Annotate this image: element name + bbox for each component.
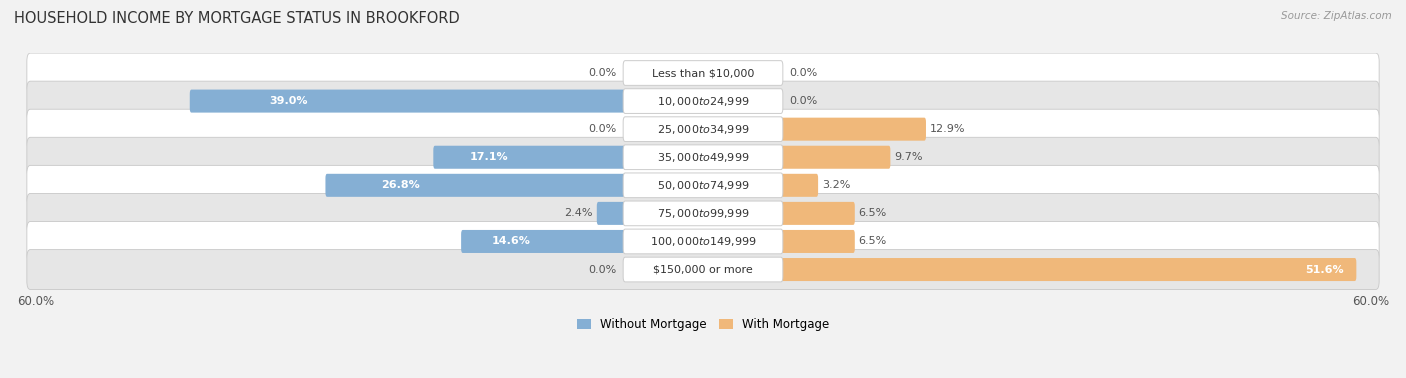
Text: 0.0%: 0.0% bbox=[790, 96, 818, 106]
FancyBboxPatch shape bbox=[779, 258, 1357, 281]
Text: HOUSEHOLD INCOME BY MORTGAGE STATUS IN BROOKFORD: HOUSEHOLD INCOME BY MORTGAGE STATUS IN B… bbox=[14, 11, 460, 26]
Text: $10,000 to $24,999: $10,000 to $24,999 bbox=[657, 94, 749, 108]
Text: 0.0%: 0.0% bbox=[588, 124, 616, 134]
FancyBboxPatch shape bbox=[461, 230, 627, 253]
FancyBboxPatch shape bbox=[596, 202, 627, 225]
Legend: Without Mortgage, With Mortgage: Without Mortgage, With Mortgage bbox=[572, 313, 834, 336]
Text: 6.5%: 6.5% bbox=[859, 208, 887, 218]
FancyBboxPatch shape bbox=[779, 118, 927, 141]
Text: 9.7%: 9.7% bbox=[894, 152, 922, 162]
Text: 6.5%: 6.5% bbox=[859, 237, 887, 246]
Text: $75,000 to $99,999: $75,000 to $99,999 bbox=[657, 207, 749, 220]
FancyBboxPatch shape bbox=[27, 222, 1379, 262]
Text: 3.2%: 3.2% bbox=[823, 180, 851, 190]
Text: 0.0%: 0.0% bbox=[588, 265, 616, 274]
Text: 26.8%: 26.8% bbox=[381, 180, 419, 190]
Text: Source: ZipAtlas.com: Source: ZipAtlas.com bbox=[1281, 11, 1392, 21]
FancyBboxPatch shape bbox=[623, 257, 783, 282]
Text: 17.1%: 17.1% bbox=[470, 152, 508, 162]
Text: $25,000 to $34,999: $25,000 to $34,999 bbox=[657, 123, 749, 136]
FancyBboxPatch shape bbox=[623, 145, 783, 170]
Text: $100,000 to $149,999: $100,000 to $149,999 bbox=[650, 235, 756, 248]
FancyBboxPatch shape bbox=[623, 117, 783, 141]
Text: Less than $10,000: Less than $10,000 bbox=[652, 68, 754, 78]
FancyBboxPatch shape bbox=[779, 146, 890, 169]
FancyBboxPatch shape bbox=[623, 173, 783, 198]
FancyBboxPatch shape bbox=[779, 230, 855, 253]
FancyBboxPatch shape bbox=[623, 201, 783, 226]
Text: $35,000 to $49,999: $35,000 to $49,999 bbox=[657, 151, 749, 164]
Text: 14.6%: 14.6% bbox=[492, 237, 531, 246]
Text: 2.4%: 2.4% bbox=[564, 208, 593, 218]
FancyBboxPatch shape bbox=[623, 229, 783, 254]
Text: 39.0%: 39.0% bbox=[270, 96, 308, 106]
FancyBboxPatch shape bbox=[27, 166, 1379, 205]
FancyBboxPatch shape bbox=[27, 53, 1379, 93]
FancyBboxPatch shape bbox=[779, 174, 818, 197]
Text: 12.9%: 12.9% bbox=[929, 124, 966, 134]
FancyBboxPatch shape bbox=[27, 137, 1379, 177]
FancyBboxPatch shape bbox=[27, 81, 1379, 121]
Text: 0.0%: 0.0% bbox=[588, 68, 616, 78]
FancyBboxPatch shape bbox=[190, 90, 627, 113]
FancyBboxPatch shape bbox=[623, 89, 783, 113]
FancyBboxPatch shape bbox=[623, 60, 783, 85]
FancyBboxPatch shape bbox=[779, 202, 855, 225]
Text: 0.0%: 0.0% bbox=[790, 68, 818, 78]
Text: $150,000 or more: $150,000 or more bbox=[654, 265, 752, 274]
FancyBboxPatch shape bbox=[325, 174, 627, 197]
FancyBboxPatch shape bbox=[27, 249, 1379, 290]
FancyBboxPatch shape bbox=[27, 109, 1379, 149]
Text: 51.6%: 51.6% bbox=[1305, 265, 1344, 274]
FancyBboxPatch shape bbox=[27, 194, 1379, 233]
FancyBboxPatch shape bbox=[433, 146, 627, 169]
Text: $50,000 to $74,999: $50,000 to $74,999 bbox=[657, 179, 749, 192]
